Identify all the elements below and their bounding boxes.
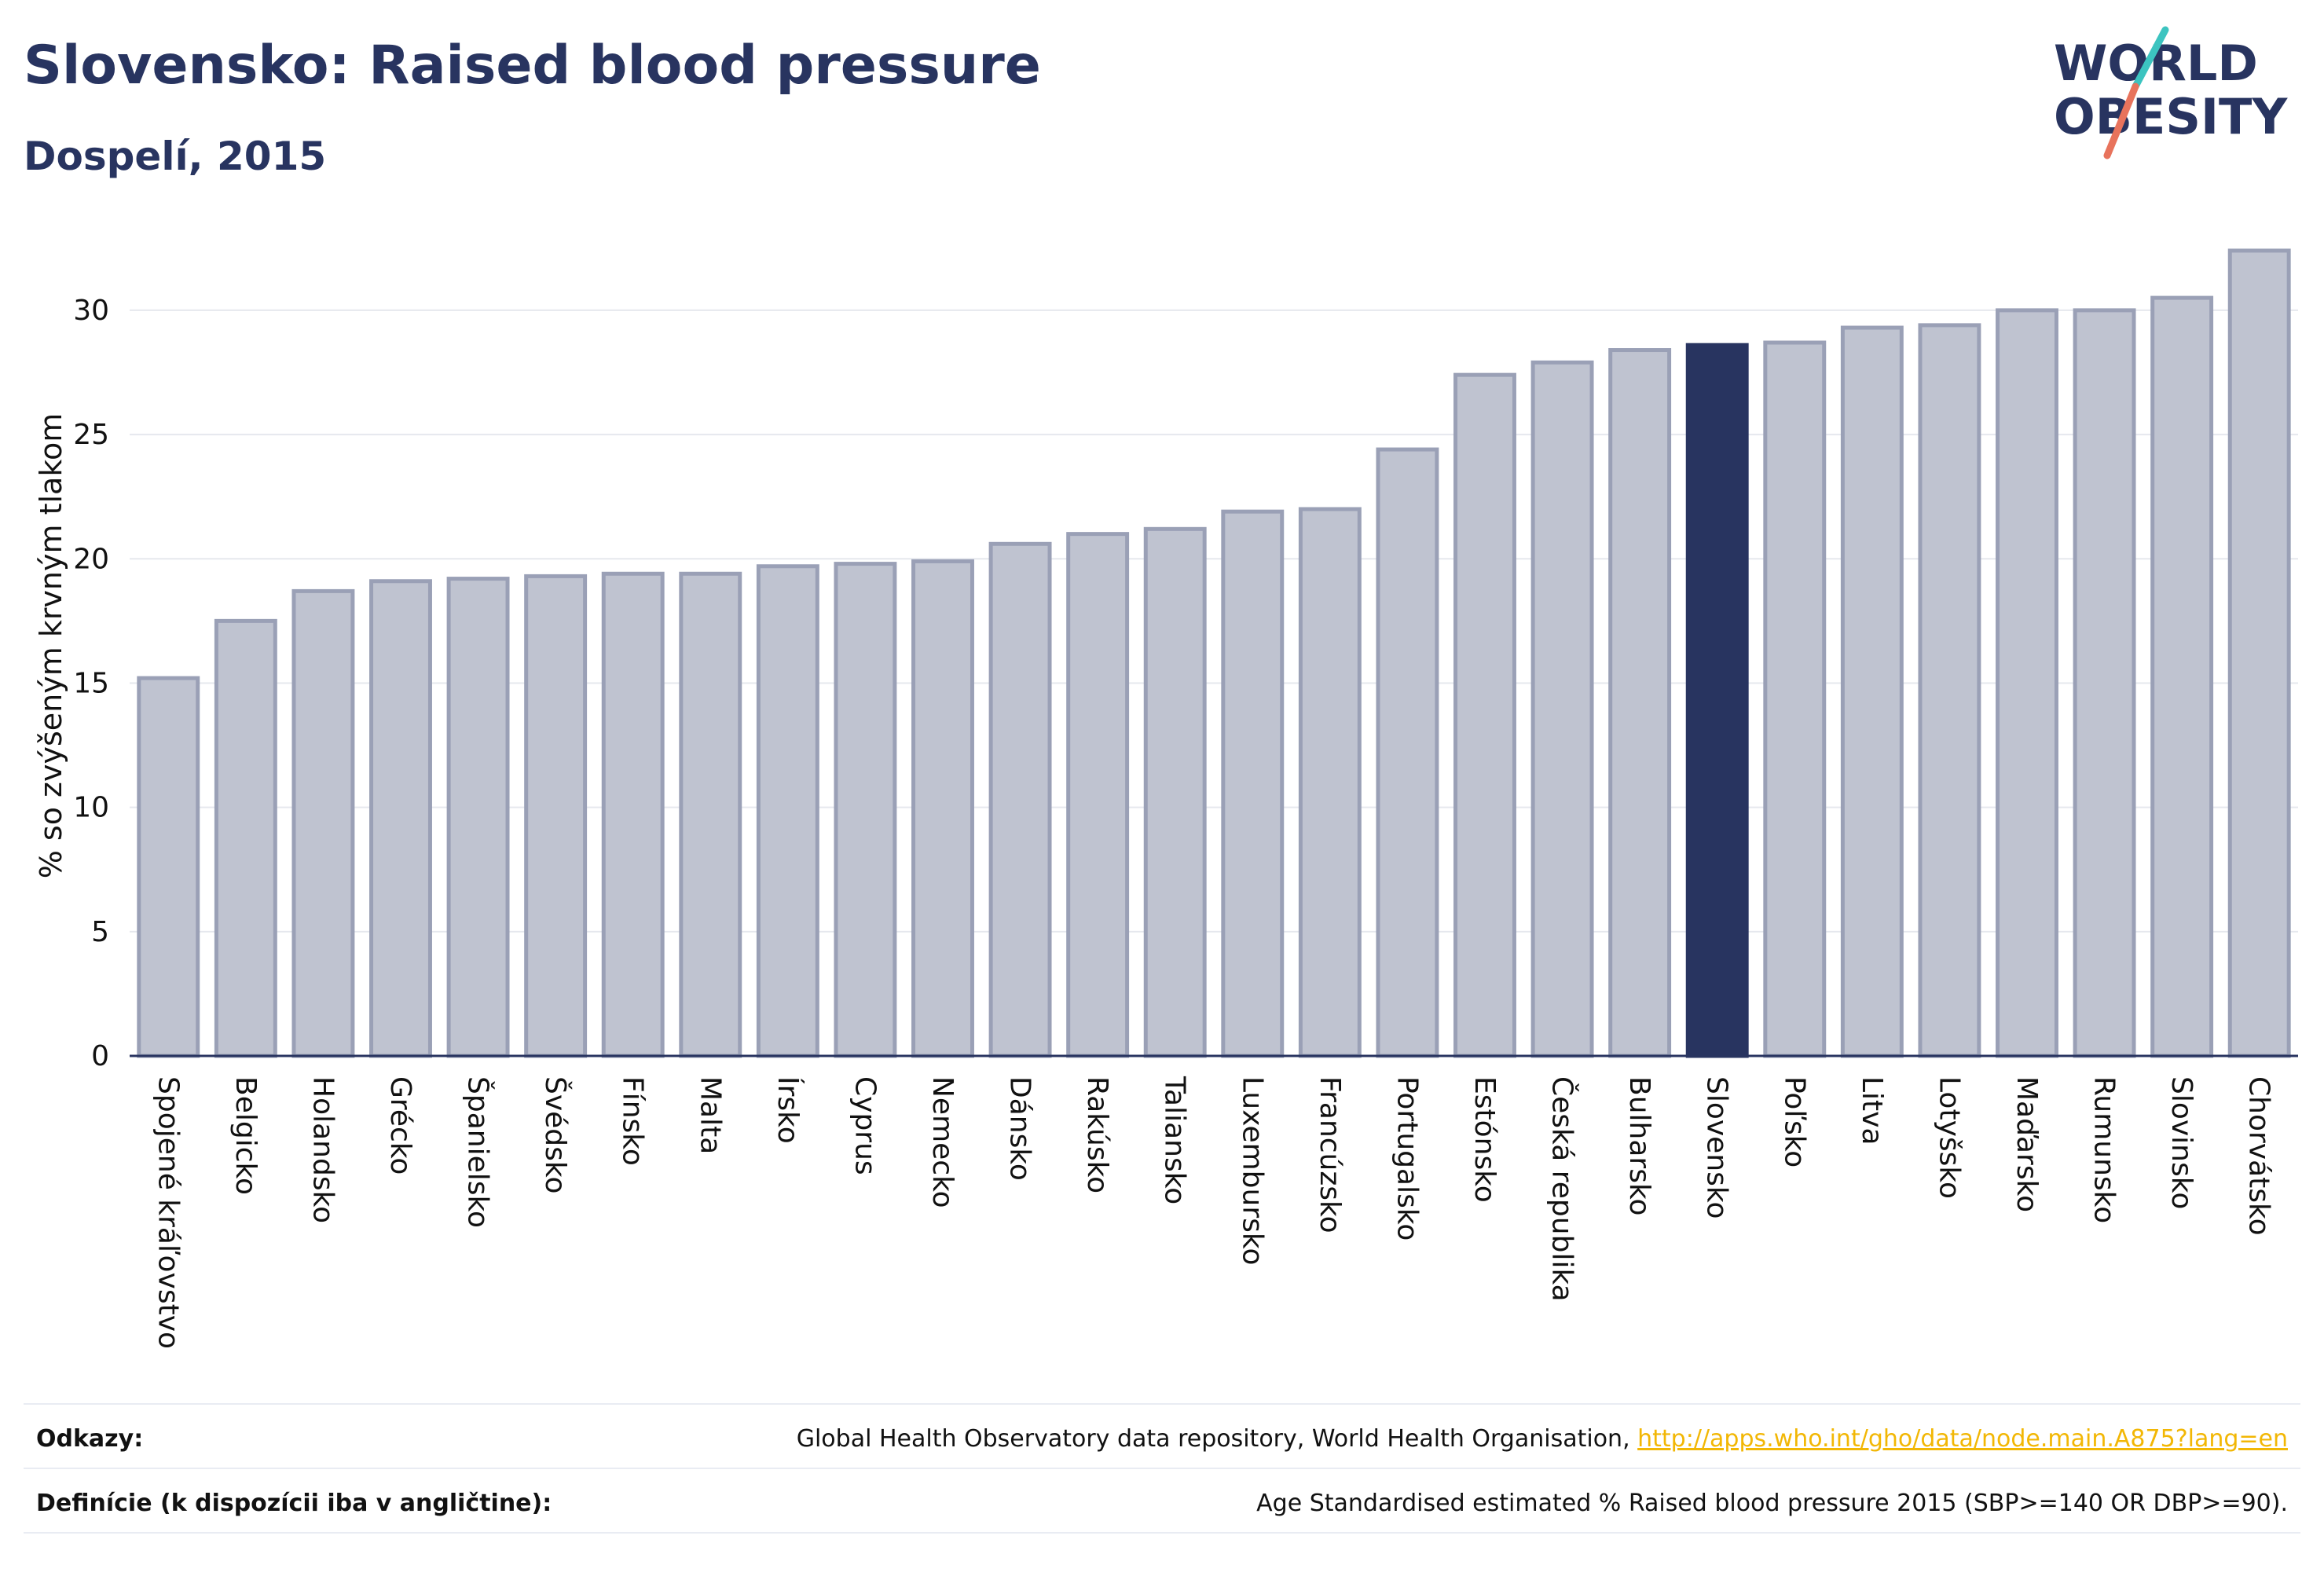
bar xyxy=(1840,325,1904,1058)
bar xyxy=(2073,308,2136,1058)
bar xyxy=(369,579,432,1058)
x-tick-label: Nemecko xyxy=(926,1076,959,1208)
x-tick-label: Rumunsko xyxy=(2088,1076,2121,1223)
x-tick-label: Chorvátsko xyxy=(2243,1076,2275,1236)
chart-subtitle: Dospelí, 2015 xyxy=(24,134,327,179)
bar xyxy=(1918,323,1981,1058)
x-tick-label: Grécko xyxy=(384,1076,416,1175)
x-tick-label: Holandsko xyxy=(306,1076,339,1223)
bar xyxy=(756,564,819,1058)
bar xyxy=(1298,507,1362,1058)
logo-slash-bottom xyxy=(2103,82,2139,159)
bar xyxy=(2150,295,2214,1058)
x-tick-label: Luxembursko xyxy=(1236,1076,1268,1265)
bar xyxy=(988,541,1052,1058)
x-tick-label: Francúzsko xyxy=(1314,1076,1346,1233)
bar xyxy=(1453,372,1516,1058)
x-tick-label: Portugalsko xyxy=(1391,1076,1423,1241)
y-axis-title: % so zvýšeným krvným tlakom xyxy=(34,413,68,879)
logo-text-obesity: OBESITY xyxy=(2054,88,2288,145)
bar xyxy=(1608,348,1672,1058)
sources-label: Odkazy: xyxy=(36,1425,144,1453)
bar xyxy=(679,571,742,1058)
x-tick-label: Írsko xyxy=(772,1076,805,1144)
x-tick-label: Taliansko xyxy=(1159,1076,1191,1204)
y-tick-label: 20 xyxy=(73,543,109,575)
y-tick-label: 30 xyxy=(73,295,109,327)
x-tick-label: Česká republika xyxy=(1546,1076,1579,1302)
sources-value: Global Health Observatory data repositor… xyxy=(797,1425,2288,1453)
footer-divider-bottom xyxy=(24,1532,2300,1534)
x-tick-label: Spojené kráľovstvo xyxy=(152,1076,184,1349)
definitions-value: Age Standardised estimated % Raised bloo… xyxy=(1256,1490,2288,1517)
x-tick-label: Lotyšsko xyxy=(1933,1076,1965,1199)
footer-divider-top xyxy=(24,1403,2300,1405)
chart-title: Slovensko: Raised blood pressure xyxy=(24,35,1041,97)
bar xyxy=(1530,360,1594,1058)
y-tick-label: 5 xyxy=(91,916,109,948)
bar xyxy=(137,676,200,1058)
bar xyxy=(291,588,355,1058)
bar xyxy=(1066,532,1130,1058)
x-tick-label: Slovinsko xyxy=(2165,1076,2198,1209)
x-tick-label: Fínsko xyxy=(617,1076,649,1166)
x-tick-label: Rakúsko xyxy=(1081,1076,1113,1193)
x-tick-label: Španielsko xyxy=(462,1076,495,1228)
x-tick-label: Cyprus xyxy=(849,1076,881,1175)
bar xyxy=(1376,447,1439,1058)
world-obesity-logo: WORLD OBESITY xyxy=(2054,26,2288,159)
x-tick-label: Dánsko xyxy=(1004,1076,1036,1181)
bar-highlighted xyxy=(1685,343,1749,1058)
bar xyxy=(446,577,510,1058)
sources-link[interactable]: http://apps.who.int/gho/data/node.main.A… xyxy=(1637,1425,2288,1453)
x-tick-label: Belgicko xyxy=(229,1076,262,1195)
x-tick-label: Maďarsko xyxy=(2011,1076,2043,1212)
x-tick-label: Švédsko xyxy=(539,1076,572,1194)
sources-text: Global Health Observatory data repositor… xyxy=(796,1425,1638,1453)
y-tick-label: 15 xyxy=(73,667,109,699)
x-tick-label: Estónsko xyxy=(1468,1076,1501,1203)
footer-divider-middle xyxy=(24,1468,2300,1469)
bar xyxy=(1143,526,1207,1058)
bar xyxy=(834,562,897,1058)
bar xyxy=(1763,340,1827,1058)
y-tick-label: 25 xyxy=(73,419,109,451)
bar-chart: 0 5 10 15 20 25 30 % so zvýšeným krvným tlakom S… xyxy=(34,248,2298,1349)
logo-slash-top xyxy=(2132,26,2169,90)
x-tick-label: Litva xyxy=(1856,1076,1888,1145)
bar xyxy=(1996,308,2058,1058)
x-tick-label: Slovensko xyxy=(1701,1076,1733,1219)
bar xyxy=(2227,248,2291,1058)
bar xyxy=(911,559,974,1058)
x-tick-label: Malta xyxy=(694,1076,726,1154)
bar xyxy=(524,574,588,1058)
x-tick-label: Bulharsko xyxy=(1623,1076,1655,1216)
bar xyxy=(601,571,665,1058)
y-tick-label: 10 xyxy=(73,792,109,824)
bar xyxy=(1221,509,1285,1058)
bar xyxy=(214,618,277,1058)
y-tick-label: 0 xyxy=(91,1040,109,1072)
x-tick-label: Poľsko xyxy=(1778,1076,1810,1167)
definitions-label: Definície (k dispozícii iba v angličtine… xyxy=(36,1490,552,1517)
